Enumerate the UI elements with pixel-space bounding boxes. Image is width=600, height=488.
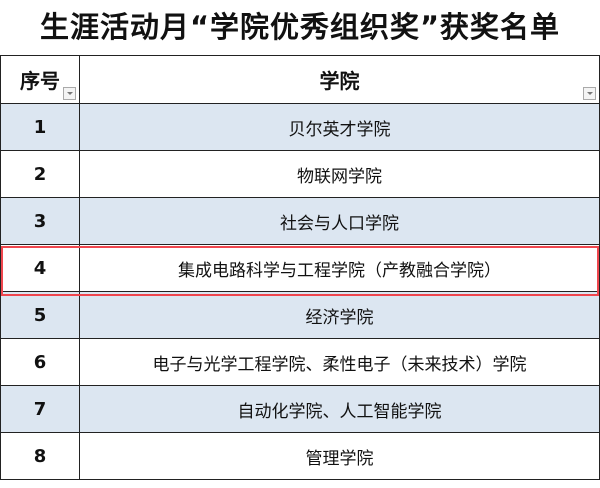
row-index: 5 xyxy=(0,291,80,339)
row-index: 4 xyxy=(0,244,80,292)
row-college: 电子与光学工程学院、柔性电子（未来技术）学院 xyxy=(79,338,600,386)
row-college: 集成电路科学与工程学院（产教融合学院） xyxy=(79,244,600,292)
table-row: 4 集成电路科学与工程学院（产教融合学院） xyxy=(0,244,600,292)
table-row: 3 社会与人口学院 xyxy=(0,197,600,245)
row-college: 物联网学院 xyxy=(79,150,600,198)
row-college: 自动化学院、人工智能学院 xyxy=(79,385,600,433)
table-row: 8 管理学院 xyxy=(0,432,600,480)
header-row: 序号 学院 xyxy=(0,55,600,104)
page-title: 生涯活动月“学院优秀组织奖”获奖名单 xyxy=(39,10,561,44)
award-table: 序号 学院 1 贝尔英才学院 2 物联网学院 3 社会与人口学院 4 集成电路科学与工程… xyxy=(0,55,600,480)
filter-dropdown-icon[interactable] xyxy=(63,87,76,100)
row-index: 2 xyxy=(0,150,80,198)
row-index: 1 xyxy=(0,103,80,151)
table-row: 7 自动化学院、人工智能学院 xyxy=(0,385,600,433)
table-row: 5 经济学院 xyxy=(0,291,600,339)
header-college: 学院 xyxy=(79,55,600,104)
row-index: 8 xyxy=(0,432,80,480)
table-row: 1 贝尔英才学院 xyxy=(0,103,600,151)
row-college: 经济学院 xyxy=(79,291,600,339)
table-row: 6 电子与光学工程学院、柔性电子（未来技术）学院 xyxy=(0,338,600,386)
row-college: 社会与人口学院 xyxy=(79,197,600,245)
table-row: 2 物联网学院 xyxy=(0,150,600,198)
filter-dropdown-icon[interactable] xyxy=(583,87,596,100)
row-college: 管理学院 xyxy=(79,432,600,480)
header-index: 序号 xyxy=(0,55,80,104)
header-college-label: 学院 xyxy=(319,69,360,93)
row-college: 贝尔英才学院 xyxy=(79,103,600,151)
row-index: 3 xyxy=(0,197,80,245)
row-index: 6 xyxy=(0,338,80,386)
row-index: 7 xyxy=(0,385,80,433)
header-index-label: 序号 xyxy=(20,69,60,93)
